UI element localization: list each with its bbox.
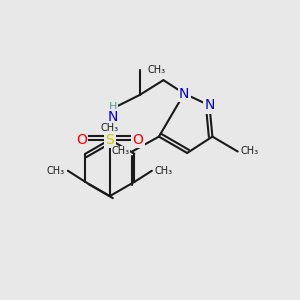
Text: O: O (76, 133, 87, 147)
Text: CH₃: CH₃ (47, 166, 65, 176)
Text: CH₃: CH₃ (147, 65, 165, 75)
Text: O: O (133, 133, 143, 147)
Text: N: N (204, 98, 214, 112)
Text: CH₃: CH₃ (101, 123, 119, 133)
Text: H: H (109, 102, 117, 112)
Text: CH₃: CH₃ (155, 166, 173, 176)
Text: S: S (106, 133, 114, 147)
Text: CH₃: CH₃ (241, 146, 259, 157)
Text: N: N (179, 86, 189, 100)
Text: CH₃: CH₃ (111, 146, 129, 157)
Text: N: N (108, 110, 118, 124)
